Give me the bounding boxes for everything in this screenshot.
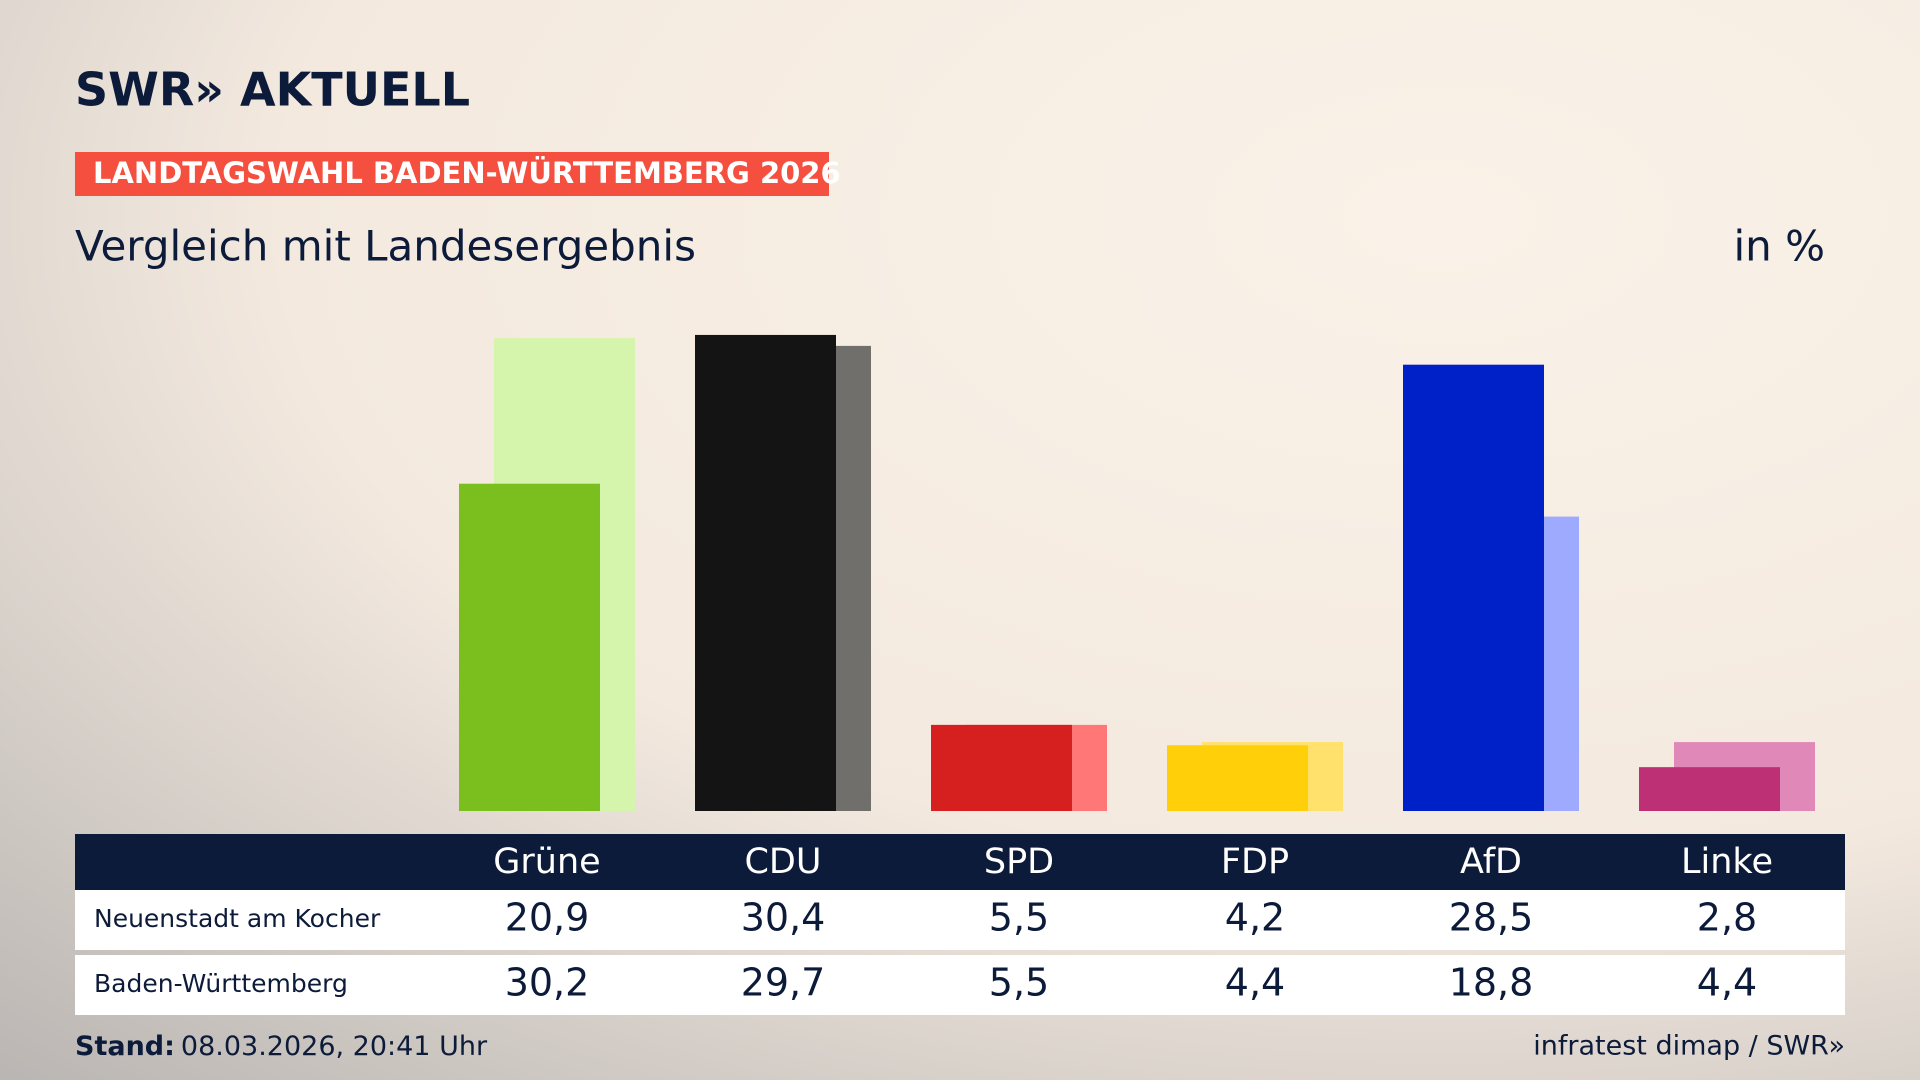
category-label: CDU <box>744 842 821 882</box>
bar <box>931 724 1072 811</box>
table-row <box>75 890 1845 950</box>
value-label: 2,8 <box>1697 896 1757 940</box>
badge-bg <box>75 152 829 196</box>
value-label: 5,5 <box>989 896 1049 940</box>
value-label: 18,8 <box>1449 961 1534 1005</box>
bars <box>459 334 1815 811</box>
value-label: 30,2 <box>505 961 590 1005</box>
bar <box>1403 364 1544 811</box>
value-label: 4,4 <box>1697 961 1757 1005</box>
table-row <box>75 955 1845 1015</box>
value-label: 29,7 <box>741 961 826 1005</box>
category-label: FDP <box>1221 842 1289 882</box>
series-label: Neuenstadt am Kocher <box>94 904 381 933</box>
logo: SWR» AKTUELL <box>75 63 470 117</box>
bar <box>695 334 836 811</box>
value-label: 28,5 <box>1449 896 1534 940</box>
chart-title: Vergleich mit Landesergebnis <box>75 222 696 271</box>
category-label: Linke <box>1681 842 1773 882</box>
category-label: SPD <box>984 842 1054 882</box>
footer-stand: Stand: 08.03.2026, 20:41 Uhr <box>75 1031 488 1062</box>
value-label: 4,4 <box>1225 961 1285 1005</box>
unit: in % <box>1733 222 1825 271</box>
table: Grüne CDU SPD FDP AfD Linke Neuenstadt am Koch… <box>94 842 1773 1005</box>
bar <box>459 483 600 811</box>
value-label: 4,2 <box>1225 896 1285 940</box>
badge: LANDTAGSWAHL BADEN-WÜRTTEMBERG 2026 <box>93 156 841 190</box>
category-label: Grüne <box>493 842 600 882</box>
stand-label: Stand: <box>75 1031 175 1062</box>
value-label: 20,9 <box>505 896 590 940</box>
source: infratest dimap / SWR» <box>1533 1031 1845 1062</box>
value-label: 30,4 <box>741 896 826 940</box>
bar <box>1639 767 1780 811</box>
bar <box>1167 745 1308 811</box>
category-label: AfD <box>1460 842 1522 882</box>
stand: 08.03.2026, 20:41 Uhr <box>181 1031 488 1062</box>
table-header <box>75 834 1845 890</box>
series-label: Baden-Württemberg <box>94 969 348 998</box>
value-label: 5,5 <box>989 961 1049 1005</box>
